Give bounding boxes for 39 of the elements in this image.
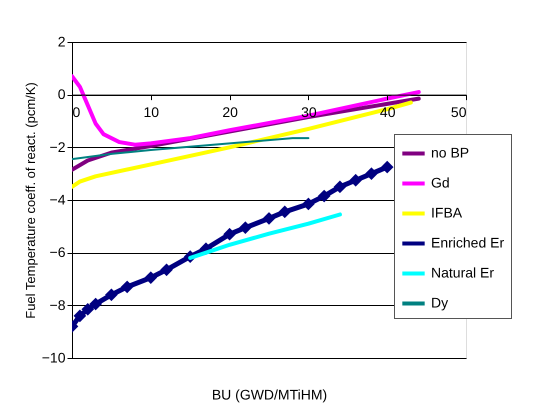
x-tick-label: 0 [72,104,80,120]
line-series [72,74,421,147]
line-series [72,137,310,160]
legend-label: Natural Er [431,264,494,280]
y-axis-title: Fuel Temperature coeff. of react. (pcm/K) [22,82,38,319]
legend-label: no BP [431,144,470,160]
point [365,167,378,180]
point [302,198,315,210]
y-tick-label: −10 [42,350,66,366]
point [120,280,134,294]
point [278,206,292,218]
point [239,221,252,234]
y-tick-label: 0 [58,86,66,102]
point [380,160,394,174]
point [74,310,86,322]
point [349,174,362,187]
y-tick-label: −8 [50,296,66,313]
y-tick-label: −4 [50,192,66,208]
point [334,180,346,194]
y-tick-label: −2 [50,138,66,155]
point [105,288,118,302]
y-tick-label: 2 [58,34,66,50]
y-tick-label: −6 [50,244,66,260]
point [318,190,330,202]
point [89,298,102,310]
point [81,302,94,316]
legend-label: Dy [431,294,448,310]
legend-label: IFBA [431,204,463,220]
line-series [72,100,413,189]
point [160,263,173,276]
point [144,271,158,284]
x-tick-label: 20 [222,104,238,120]
legend-label: Enriched Er [431,234,504,250]
x-tick-label: 50 [450,104,467,120]
legend-label: Gd [431,174,450,190]
x-tick-label: 10 [144,104,160,120]
point [262,212,276,225]
point [223,228,236,241]
x-axis-title: BU (GWD/MTiHM) [212,386,328,402]
